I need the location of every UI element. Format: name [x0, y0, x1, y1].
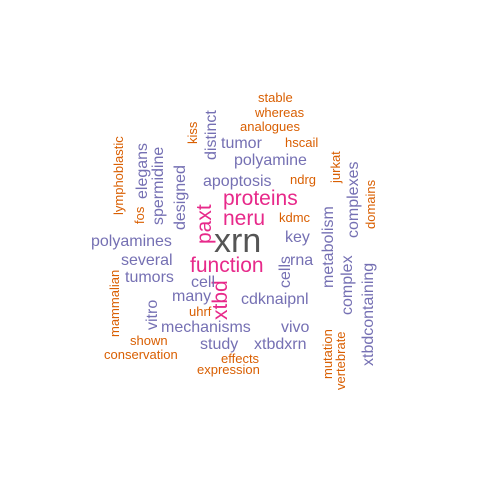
word-kdmc: kdmc: [279, 210, 311, 225]
word-cell: cell: [191, 274, 215, 291]
word-stable: stable: [258, 90, 293, 105]
word-tumor: tumor: [221, 135, 263, 152]
word-key: key: [285, 229, 310, 246]
word-several: several: [121, 252, 173, 269]
word-ndrg: ndrg: [290, 172, 316, 187]
word-distinct: distinct: [203, 110, 220, 160]
word-whereas: whereas: [254, 105, 305, 120]
word-paxt: paxt: [193, 204, 216, 244]
word-xtbdcontaining: xtbdcontaining: [360, 263, 377, 366]
word-vivo: vivo: [281, 319, 310, 336]
word-tumors: tumors: [125, 269, 174, 286]
word-hscail: hscail: [285, 135, 318, 150]
word-xrn: xrn: [214, 222, 261, 260]
word-mutation: mutation: [320, 329, 335, 379]
word-neru: neru: [223, 207, 265, 230]
word-cells: cells: [277, 256, 294, 288]
word-analogues: analogues: [240, 119, 300, 134]
word-proteins: proteins: [223, 187, 298, 210]
word-study: study: [200, 336, 238, 353]
word-elegans: elegans: [134, 143, 151, 199]
word-lymphoblastic: lymphoblastic: [111, 136, 126, 215]
word-expression: expression: [197, 362, 260, 377]
word-complex: complex: [339, 255, 356, 315]
word-shown: shown: [130, 333, 168, 348]
word-uhrf: uhrf: [189, 304, 212, 319]
word-jurkat: jurkat: [328, 151, 343, 184]
word-conservation: conservation: [104, 347, 178, 362]
word-designed: designed: [172, 165, 189, 230]
word-vertebrate: vertebrate: [333, 331, 348, 390]
word-cdknaipnl: cdknaipnl: [241, 291, 309, 308]
word-xtbd: xtbd: [209, 280, 232, 320]
word-complexes: complexes: [345, 162, 362, 238]
word-effects: effects: [221, 351, 260, 366]
word-fos: fos: [132, 206, 147, 224]
word-many: many: [172, 288, 211, 305]
word-spermidine: spermidine: [150, 147, 167, 225]
word-mammalian: mammalian: [107, 270, 122, 337]
word-polyamine: polyamine: [234, 152, 307, 169]
word-polyamines: polyamines: [91, 233, 172, 250]
word-rna: rna: [290, 252, 313, 269]
word-domains: domains: [363, 179, 378, 229]
word-apoptosis: apoptosis: [203, 173, 272, 190]
word-xtbdxrn: xtbdxrn: [254, 336, 306, 353]
word-vitro: vitro: [144, 300, 161, 330]
word-metabolism: metabolism: [320, 206, 337, 288]
word-kiss: kiss: [185, 121, 200, 144]
word-mechanisms: mechanisms: [161, 319, 251, 336]
word-function: function: [190, 254, 264, 277]
